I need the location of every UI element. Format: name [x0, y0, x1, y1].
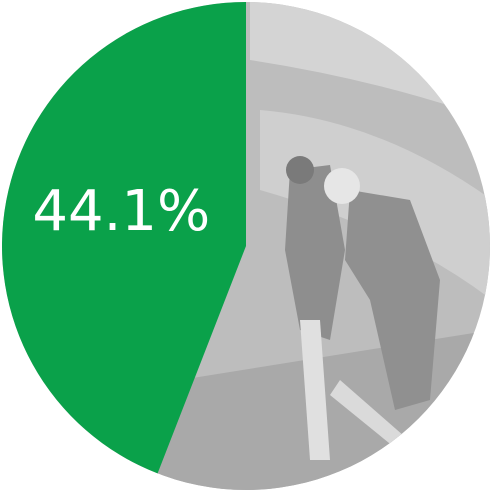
- chart: 44.1%: [0, 0, 492, 492]
- slice-label: 44.1%: [32, 179, 210, 244]
